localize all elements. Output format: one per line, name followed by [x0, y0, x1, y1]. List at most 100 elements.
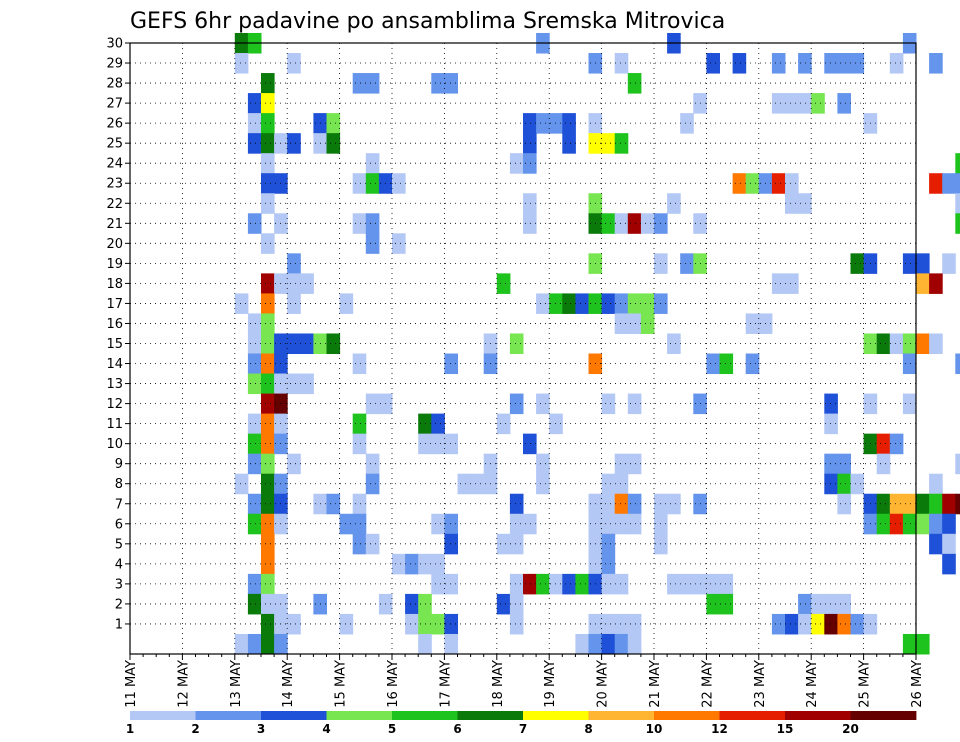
heatmap-cell [392, 173, 406, 194]
heatmap-cell [955, 453, 960, 475]
heatmap-cell [955, 353, 960, 375]
heatmap-cell [247, 453, 262, 475]
heatmap-cell [614, 133, 629, 154]
heatmap-cell [287, 53, 301, 74]
colorbar-label: 5 [388, 722, 396, 736]
heatmap-cell [261, 313, 275, 334]
colorbar-swatch [457, 711, 524, 720]
heatmap-cell [431, 513, 445, 535]
heatmap-cell [902, 393, 917, 415]
heatmap-cell [261, 533, 275, 555]
heatmap-cell [798, 193, 812, 214]
x-tick-label: 16 MAY [386, 660, 401, 708]
heatmap-cell [300, 333, 314, 355]
heatmap-cell [667, 193, 681, 214]
y-tick-label: 3 [115, 577, 123, 592]
heatmap-cell [261, 193, 275, 214]
heatmap-cell [261, 73, 275, 94]
heatmap-cell [916, 493, 930, 515]
heatmap-cell [287, 133, 301, 154]
heatmap-cell [902, 493, 917, 515]
heatmap-cell [824, 453, 838, 475]
heatmap-cell [889, 513, 904, 535]
x-tick-label: 26 MAY [910, 660, 925, 708]
heatmap-cell [706, 53, 720, 74]
heatmap-cell [771, 613, 786, 635]
x-tick-label: 23 MAY [753, 660, 768, 708]
heatmap-cell [261, 353, 275, 375]
colorbar-label: 6 [453, 722, 461, 736]
heatmap-cell [876, 493, 891, 515]
heatmap-cell [352, 73, 367, 94]
heatmap-cell [640, 293, 655, 314]
heatmap-cell [261, 153, 275, 174]
y-tick-label: 30 [106, 37, 123, 52]
heatmap-cell [352, 413, 367, 435]
heatmap-cell [444, 573, 458, 595]
x-tick-label: 12 MAY [176, 660, 191, 708]
heatmap-cell [929, 533, 943, 555]
y-tick-label: 27 [106, 97, 123, 112]
heatmap-cell [667, 333, 681, 355]
y-tick-label: 23 [106, 177, 123, 192]
heatmap-cell [811, 93, 825, 114]
heatmap-cell [614, 573, 629, 595]
heatmap-cell [247, 633, 262, 655]
heatmap-cell [496, 273, 511, 294]
heatmap-cell [667, 493, 681, 515]
heatmap-cell [523, 433, 537, 455]
y-tick-label: 20 [106, 237, 123, 252]
heatmap-cell [457, 473, 472, 495]
heatmap-cell [601, 533, 616, 555]
heatmap-cell [339, 293, 354, 314]
heatmap-cell [601, 633, 616, 655]
heatmap-cell [247, 573, 262, 595]
heatmap-cell [837, 613, 851, 635]
heatmap-cell [496, 593, 511, 615]
heatmap-cell [785, 613, 799, 635]
heatmap-cell [798, 53, 812, 74]
colorbar-swatch [392, 711, 458, 720]
heatmap-cell [876, 333, 891, 355]
heatmap-cell [234, 53, 249, 74]
heatmap-cell [431, 573, 445, 595]
heatmap-cell [889, 333, 904, 355]
heatmap-cell [536, 113, 550, 134]
heatmap-cell [261, 373, 275, 395]
heatmap-cell [365, 213, 380, 234]
heatmap-cell [916, 333, 930, 355]
heatmap-cell [536, 473, 550, 495]
heatmap-cell [929, 273, 943, 294]
heatmap-cell [942, 553, 956, 575]
heatmap-cell [392, 233, 406, 254]
colorbar-swatch [785, 711, 851, 720]
heatmap-cell [300, 273, 314, 294]
heatmap-cell [706, 573, 720, 595]
heatmap-cell [824, 393, 838, 415]
x-tick-label: 24 MAY [805, 660, 820, 708]
heatmap-cell [955, 213, 960, 234]
heatmap-cell [614, 293, 629, 314]
heatmap-cell [509, 533, 524, 555]
y-tick-label: 15 [106, 337, 123, 352]
heatmap-cell [431, 413, 445, 435]
heatmap-cell [732, 53, 747, 74]
heatmap-cell [509, 393, 524, 415]
heatmap-cell [261, 573, 275, 595]
heatmap-cell [352, 433, 367, 455]
heatmap-cell [627, 213, 642, 234]
heatmap-cell [785, 193, 799, 214]
y-tick-label: 24 [106, 157, 123, 172]
heatmap-cell [929, 173, 943, 194]
heatmap-cell [326, 113, 341, 134]
heatmap-cell [824, 413, 838, 435]
colorbar-label: 20 [842, 722, 859, 736]
heatmap-cell [916, 633, 930, 655]
heatmap-cell [365, 73, 380, 94]
heatmap-cell [287, 373, 301, 395]
heatmap-cell [523, 513, 537, 535]
heatmap-cell [509, 333, 524, 355]
heatmap-cell [247, 373, 262, 395]
heatmap-cell [916, 253, 930, 274]
heatmap-cell [326, 333, 341, 355]
